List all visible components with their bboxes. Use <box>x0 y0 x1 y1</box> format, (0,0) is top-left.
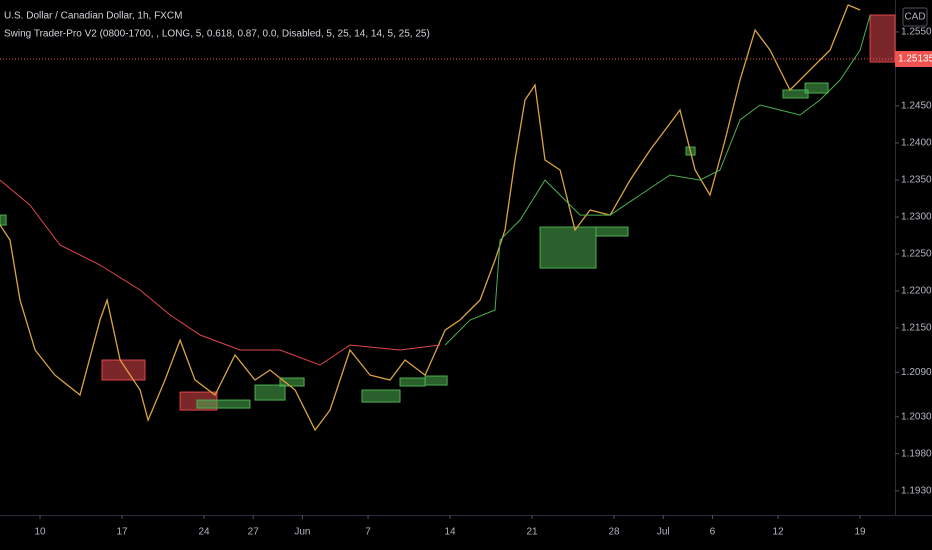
zone <box>0 214 7 226</box>
indicator-label: Swing Trader-Pro V2 (0800-1700, , LONG, … <box>4 29 430 40</box>
currency-badge[interactable] <box>902 7 928 27</box>
y-tick-label: 1.20900 <box>901 367 932 378</box>
series-line <box>0 179 441 366</box>
zone <box>399 377 426 387</box>
zone <box>424 375 448 386</box>
zone <box>804 82 829 94</box>
x-tick-label: 10 <box>34 527 46 538</box>
zone <box>101 359 146 381</box>
y-tick-label: 1.19800 <box>901 448 932 459</box>
x-tick-label: 21 <box>526 527 538 538</box>
y-tick-label: 1.22500 <box>901 249 932 260</box>
x-tick-label: 6 <box>710 527 716 538</box>
last-price-tag <box>895 50 932 67</box>
y-tick-label: 1.24000 <box>901 138 932 149</box>
zone <box>869 14 896 63</box>
plot-area <box>0 4 896 432</box>
x-tick-label: 7 <box>365 527 371 538</box>
y-tick-label: 1.23000 <box>901 212 932 223</box>
series-line <box>0 4 861 432</box>
x-tick-label: 19 <box>855 527 867 538</box>
x-tick-label: 27 <box>248 527 260 538</box>
x-tick-label: Jun <box>294 527 310 538</box>
y-tick-label: 1.20300 <box>901 411 932 422</box>
zone <box>279 377 305 387</box>
x-tick-label: Jul <box>657 527 670 538</box>
y-tick-label: 1.22000 <box>901 286 932 297</box>
y-tick-label: 1.19300 <box>901 485 932 496</box>
x-tick-label: 12 <box>772 527 784 538</box>
chart-title: U.S. Dollar / Canadian Dollar, 1h, FXCM <box>4 11 182 22</box>
y-tick-label: 1.24500 <box>901 101 932 112</box>
x-tick-label: 17 <box>116 527 128 538</box>
y-tick-label: 1.21500 <box>901 323 932 334</box>
zone <box>254 384 286 401</box>
zone <box>782 89 809 99</box>
x-tick-label: 28 <box>608 527 620 538</box>
series-line <box>444 14 871 346</box>
currency-label: CAD <box>904 12 925 23</box>
zone <box>196 399 251 409</box>
last-price-label: 1.25135 <box>898 54 932 65</box>
x-tick-label: 14 <box>444 527 456 538</box>
y-tick-label: 1.23500 <box>901 175 932 186</box>
zone <box>361 389 401 403</box>
zone <box>595 226 629 237</box>
y-tick-label: 1.25500 <box>901 27 932 38</box>
zone <box>539 226 597 269</box>
axes: 1.25500 1.24500 1.24000 1.23500 1.23000 1.225… <box>34 27 932 538</box>
x-tick-label: 24 <box>198 527 210 538</box>
